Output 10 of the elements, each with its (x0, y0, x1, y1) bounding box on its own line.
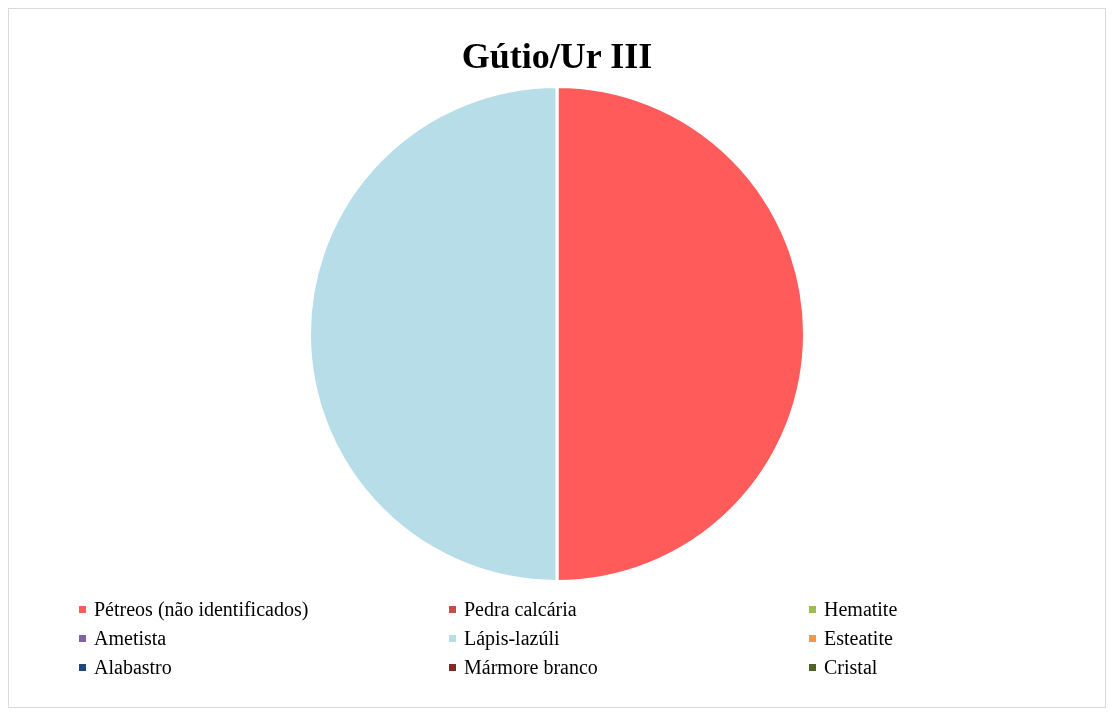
legend-label: Cristal (824, 656, 878, 679)
legend-label: Alabastro (94, 656, 172, 679)
legend-label: Mármore branco (464, 656, 598, 679)
legend-label: Lápis-lazúli (464, 627, 560, 650)
legend-label: Ametista (94, 627, 167, 650)
chart-title: Gútio/Ur III (460, 35, 654, 78)
legend-label: Esteatite (824, 627, 893, 650)
legend-label: Hematite (824, 598, 898, 621)
legend-label: Pedra calcária (464, 598, 577, 621)
legend-label: Pétreos (não identificados) (94, 598, 309, 621)
